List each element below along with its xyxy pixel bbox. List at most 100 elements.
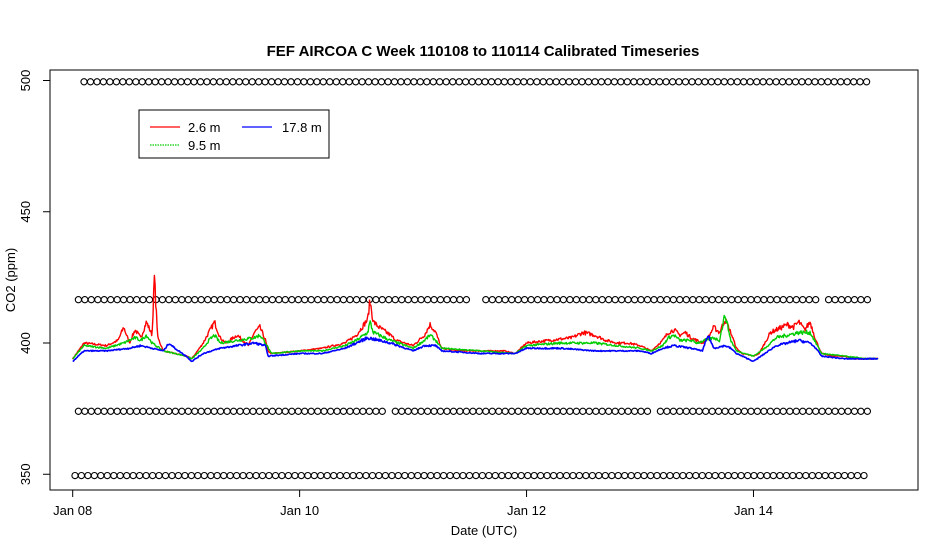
- calibration-marker: [627, 471, 635, 480]
- calibration-marker: [566, 296, 574, 304]
- calibration-marker: [514, 296, 522, 304]
- calibration-marker: [666, 471, 674, 480]
- calibration-marker: [824, 407, 833, 415]
- calibration-marker: [692, 471, 700, 480]
- calibration-marker: [377, 78, 386, 86]
- calibration-marker: [200, 471, 208, 480]
- calibration-marker: [171, 407, 180, 415]
- marker-rows: [71, 78, 872, 480]
- calibration-marker: [792, 407, 800, 415]
- calibration-marker: [255, 407, 264, 415]
- calibration-marker: [116, 471, 124, 480]
- calibration-marker: [271, 471, 280, 480]
- calibration-marker: [358, 78, 366, 86]
- calibration-marker: [558, 78, 567, 86]
- calibration-marker: [655, 78, 664, 86]
- calibration-marker: [352, 296, 361, 304]
- calibration-marker: [339, 407, 348, 415]
- calibration-marker: [436, 407, 445, 415]
- calibration-marker: [394, 471, 402, 480]
- calibration-marker: [372, 296, 380, 304]
- calibration-marker: [636, 78, 644, 86]
- calibration-marker: [397, 78, 405, 86]
- calibration-marker: [799, 296, 807, 304]
- calibration-marker: [184, 296, 192, 304]
- calibration-marker: [314, 296, 322, 304]
- calibration-marker: [507, 78, 515, 86]
- calibration-marker: [384, 78, 392, 86]
- calibration-marker: [610, 78, 619, 86]
- calibration-marker: [333, 296, 341, 304]
- calibration-marker: [694, 78, 703, 86]
- calibration-marker: [103, 471, 111, 480]
- calibration-marker: [165, 407, 173, 415]
- calibration-marker: [818, 407, 826, 415]
- calibration-marker: [275, 407, 283, 415]
- calibration-marker: [840, 471, 849, 480]
- calibration-marker: [449, 78, 457, 86]
- calibration-marker: [562, 471, 571, 480]
- calibration-marker: [597, 78, 606, 86]
- calibration-marker: [274, 78, 282, 86]
- calibration-marker: [229, 407, 238, 415]
- calibration-marker: [226, 471, 234, 480]
- calibration-marker: [411, 296, 419, 304]
- calibration-marker: [553, 407, 561, 415]
- calibration-marker: [488, 407, 496, 415]
- calibration-marker: [676, 407, 684, 415]
- x-axis: Jan 08 Jan 10 Jan 12 Jan 14: [53, 489, 773, 518]
- calibration-marker: [307, 407, 315, 415]
- calibration-marker: [676, 296, 684, 304]
- calibration-marker: [106, 78, 114, 86]
- calibration-marker: [242, 407, 251, 415]
- calibration-marker: [769, 471, 778, 480]
- calibration-marker: [546, 407, 555, 415]
- calibration-marker: [439, 471, 448, 480]
- calibration-marker: [488, 296, 496, 304]
- calibration-marker: [821, 471, 829, 480]
- calibration-marker: [598, 296, 606, 304]
- calibration-marker: [702, 296, 710, 304]
- calibration-marker: [472, 471, 480, 480]
- calibration-marker: [168, 471, 176, 480]
- calibration-marker: [132, 407, 141, 415]
- calibration-marker: [107, 296, 115, 304]
- calibration-marker: [812, 407, 820, 415]
- calibration-marker: [698, 471, 706, 480]
- calibration-marker: [740, 296, 749, 304]
- calibration-marker: [368, 471, 377, 480]
- calibration-marker: [789, 471, 797, 480]
- calibration-marker: [527, 407, 535, 415]
- calibration-marker: [765, 78, 774, 86]
- calibration-marker: [420, 471, 428, 480]
- calibration-marker: [332, 78, 340, 86]
- calibration-marker: [248, 78, 256, 86]
- calibration-marker: [805, 296, 813, 304]
- calibration-marker: [714, 78, 722, 86]
- calibration-marker: [702, 407, 710, 415]
- calibration-marker: [378, 296, 386, 304]
- calibration-marker: [346, 296, 354, 304]
- calibration-marker: [81, 407, 89, 415]
- calibration-marker: [333, 407, 341, 415]
- calibration-marker: [430, 296, 438, 304]
- calibration-marker: [643, 296, 652, 304]
- calibration-marker: [330, 471, 338, 480]
- calibration-marker: [850, 296, 859, 304]
- calibration-marker: [663, 407, 671, 415]
- y-axis: 350 400 450 500: [18, 70, 51, 485]
- calibration-marker: [760, 296, 768, 304]
- calibration-marker: [249, 407, 257, 415]
- calibration-marker: [161, 471, 170, 480]
- calibration-marker: [834, 471, 842, 480]
- calibration-marker: [708, 407, 716, 415]
- calibration-marker: [436, 78, 444, 86]
- calibration-marker: [656, 296, 665, 304]
- calibration-marker: [456, 407, 464, 415]
- calibration-marker: [313, 78, 321, 86]
- calibration-marker: [808, 471, 816, 480]
- calibration-marker: [850, 407, 859, 415]
- calibration-marker: [307, 296, 315, 304]
- calibration-marker: [197, 407, 205, 415]
- calibration-marker: [540, 407, 548, 415]
